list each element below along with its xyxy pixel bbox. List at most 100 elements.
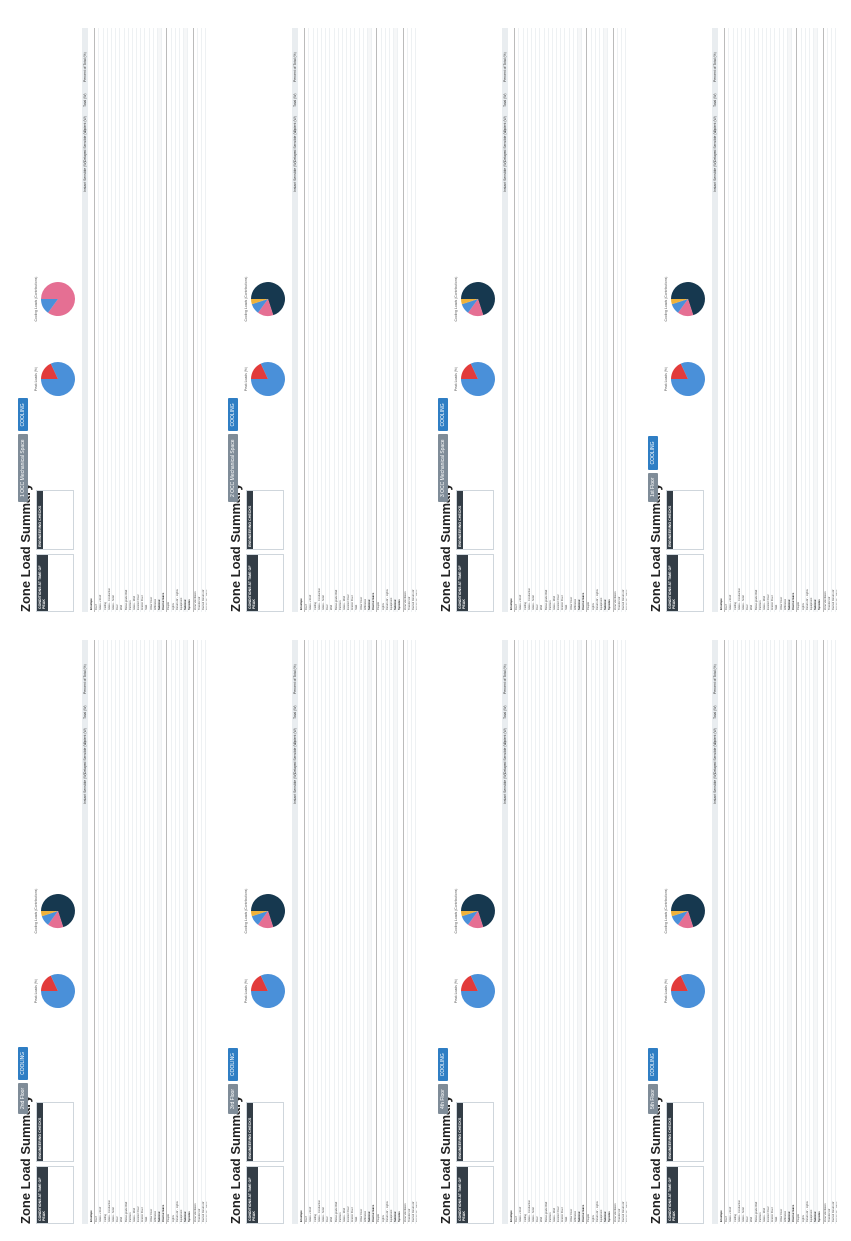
mode-tag[interactable]: COOLING xyxy=(18,398,28,432)
zone-tag[interactable]: 2nd Floor xyxy=(18,1082,28,1114)
row-label: Other Floor xyxy=(779,596,783,610)
row-label: Transfer Air xyxy=(617,596,621,610)
row-label: Transfer Air xyxy=(827,1208,831,1222)
column-header: Delayed Sensible (W) xyxy=(713,741,717,774)
conditions-header: CONDITIONS AT TIME OF PEAK xyxy=(457,555,468,611)
row-label: Infiltration xyxy=(153,1210,157,1222)
peak-pie xyxy=(671,974,705,1008)
row-label: Glass - Wall xyxy=(132,1208,136,1222)
panel-tags: 2 OCC Mechanical Space COOLING xyxy=(228,398,238,502)
pie-slice xyxy=(468,911,484,928)
row-label: Wall xyxy=(750,605,754,610)
conditions-body xyxy=(678,1167,680,1223)
row-label: Glass - Conduction xyxy=(107,1199,111,1222)
panel-title: Zone Load Summary xyxy=(18,483,33,612)
column-header: Total (W) xyxy=(713,705,717,719)
row-label: Door xyxy=(326,604,330,610)
row-label: Wall xyxy=(330,605,334,610)
zone-tag[interactable]: 1 OCC Mechanical Space xyxy=(18,434,28,502)
column-header: Latent (W) xyxy=(713,116,717,132)
column-header: Latent (W) xyxy=(83,728,87,744)
table-body: Envelope Roof Glass + Roof Ceiling Glass - C… xyxy=(720,28,837,612)
pie-slice xyxy=(461,911,478,925)
row-label: Other Floor xyxy=(149,596,153,610)
column-header: Total (W) xyxy=(503,705,507,719)
table-row: Return Air - Other xyxy=(626,28,627,612)
row-label: Subtotal xyxy=(604,599,608,610)
row-label: Other Floor xyxy=(149,1208,153,1222)
row-label: Return Air - Lights xyxy=(175,1201,179,1222)
row-label: Infiltration xyxy=(363,598,367,610)
mode-tag[interactable]: COOLING xyxy=(648,1048,658,1082)
row-label: Subtotal xyxy=(158,1211,161,1222)
row-label: Return Air - Other xyxy=(836,1202,837,1222)
column-header: Percent of Total (%) xyxy=(83,52,87,82)
row-label: Other Floor xyxy=(569,1208,573,1222)
table-row: Return Air - Other xyxy=(416,640,417,1224)
column-header: Latent (W) xyxy=(713,728,717,744)
pie-slice xyxy=(671,299,688,313)
mode-tag[interactable]: COOLING xyxy=(438,398,448,432)
row-label: Door xyxy=(536,1216,540,1222)
row-label: Internal Gains xyxy=(162,592,166,610)
table-body: Envelope Roof Glass + Roof Ceiling Glass - C… xyxy=(300,28,417,612)
row-label: Envelope xyxy=(720,1210,723,1222)
row-label: Glass - Wall xyxy=(552,1208,556,1222)
row-label: Glass - Conduction xyxy=(527,587,531,610)
pie-slice xyxy=(258,911,274,928)
panel-tags: 2nd Floor COOLING xyxy=(18,1046,28,1114)
panel-title: Zone Load Summary xyxy=(228,1095,243,1224)
zone-tag[interactable]: 1st Floor xyxy=(648,472,658,502)
row-label: Wall xyxy=(540,1217,544,1222)
mode-tag[interactable]: COOLING xyxy=(648,436,658,470)
zone-tag[interactable]: 3 OCC Mechanical Space xyxy=(438,434,448,502)
row-label: Infiltration xyxy=(573,1210,577,1222)
column-header: Percent of Total (%) xyxy=(503,664,507,694)
row-label: Other Floor xyxy=(779,1208,783,1222)
row-label: People xyxy=(377,601,381,610)
zone-tag[interactable]: 2 OCC Mechanical Space xyxy=(228,434,238,502)
row-label: Glass - Wall xyxy=(342,1208,346,1222)
row-label: Other Floor xyxy=(569,596,573,610)
row-label: Glass - Conduction xyxy=(317,587,321,610)
row-label: Below-grade Wall xyxy=(124,589,128,610)
column-header: Total (W) xyxy=(713,93,717,107)
zone-tag[interactable]: 3rd Floor xyxy=(228,1083,238,1114)
row-label: Door xyxy=(116,1216,120,1222)
pie-slice xyxy=(671,299,688,305)
zone-tag[interactable]: 4th Floor xyxy=(438,1084,448,1114)
row-label: Subtotal xyxy=(578,599,581,610)
row-label: Lights xyxy=(381,1215,385,1222)
row-label: Wall xyxy=(120,1217,124,1222)
mode-tag[interactable]: COOLING xyxy=(18,1046,28,1080)
mode-tag[interactable]: COOLING xyxy=(228,398,238,432)
row-label: Systems xyxy=(188,599,192,610)
table-header: Instant Sensible (W) Delayed Sensible (W)… xyxy=(712,28,718,612)
row-label: Return Air - Lights xyxy=(805,589,809,610)
row-label: Below-grade Wall xyxy=(544,1201,548,1222)
zone-tag[interactable]: 5th Floor xyxy=(648,1084,658,1114)
row-label: Systems xyxy=(608,599,612,610)
panel-tags: 1 OCC Mechanical Space COOLING xyxy=(18,398,28,502)
table-header: Instant Sensible (W) Delayed Sensible (W)… xyxy=(292,28,298,612)
row-label: Wall xyxy=(330,1217,334,1222)
engineering-box: ENGINEERING CHECKS xyxy=(36,490,74,550)
pie-slice xyxy=(41,974,75,1008)
row-label: Other Floor xyxy=(359,1208,363,1222)
zone-panel: Zone Load Summary 3 OCC Mechanical Space C… xyxy=(432,20,627,620)
column-header: Latent (W) xyxy=(83,116,87,132)
mode-tag[interactable]: COOLING xyxy=(438,1048,448,1082)
row-label: Ceiling xyxy=(733,1214,737,1222)
peak-pie xyxy=(251,974,285,1008)
row-label: Exterior Floor xyxy=(347,1206,351,1222)
row-label: Partition xyxy=(128,600,132,610)
contribution-pie xyxy=(41,282,75,316)
row-label: People xyxy=(797,601,801,610)
row-label: Interior Floor xyxy=(141,1207,145,1222)
peak-pie xyxy=(41,974,75,1008)
pie-slice xyxy=(251,299,268,313)
row-label: Subtotal xyxy=(184,1211,188,1222)
row-label: Glass - Wall xyxy=(552,596,556,610)
row-label: Glass - Conduction xyxy=(737,1199,741,1222)
mode-tag[interactable]: COOLING xyxy=(228,1047,238,1081)
